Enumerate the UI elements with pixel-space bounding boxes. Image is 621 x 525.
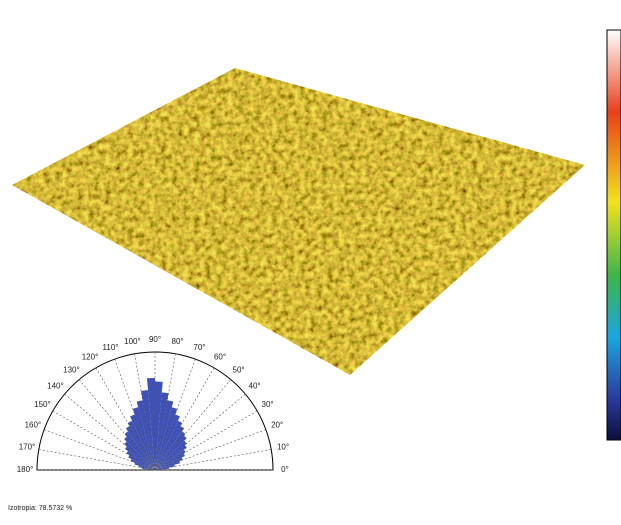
theta-tick-label: 70° bbox=[193, 343, 205, 352]
theta-tick-label: 130° bbox=[63, 366, 80, 375]
theta-tick-label: 110° bbox=[103, 343, 119, 352]
theta-tick-label: 160° bbox=[25, 421, 42, 430]
theta-tick-label: 40° bbox=[249, 382, 261, 391]
figure: 0° 10° 20° 30°40° 50° 60° 70° 80° 90° 100° 110° 120… bbox=[0, 0, 621, 520]
theta-tick-label: 20° bbox=[271, 421, 283, 430]
page: 0° 10° 20° 30°40° 50° 60° 70° 80° 90° 100° 110° 120… bbox=[0, 0, 621, 525]
theta-tick-label: 120° bbox=[82, 353, 99, 362]
theta-tick-label: 150° bbox=[34, 400, 51, 409]
theta-tick-label: 30° bbox=[262, 400, 274, 409]
caption: Izotropia: 78.5732 % bbox=[8, 505, 72, 512]
theta-tick-label: 180° bbox=[17, 465, 34, 474]
theta-tick-label: 80° bbox=[172, 337, 184, 346]
colorbar bbox=[607, 30, 621, 440]
theta-tick-label: 100° bbox=[124, 337, 141, 346]
theta-tick-label: 50° bbox=[233, 366, 245, 375]
theta-tick-label: 10° bbox=[277, 443, 289, 452]
theta-tick-label: 0° bbox=[281, 465, 289, 474]
theta-tick-label: 60° bbox=[214, 353, 226, 362]
theta-tick-label: 170° bbox=[19, 443, 36, 452]
theta-tick-label: 140° bbox=[47, 382, 64, 391]
theta-tick-label: 90° bbox=[149, 335, 161, 344]
surface-3d bbox=[0, 60, 600, 380]
polar-plot: 0° 10° 20° 30°40° 50° 60° 70° 80° 90° 100° 110° 120… bbox=[17, 335, 289, 474]
